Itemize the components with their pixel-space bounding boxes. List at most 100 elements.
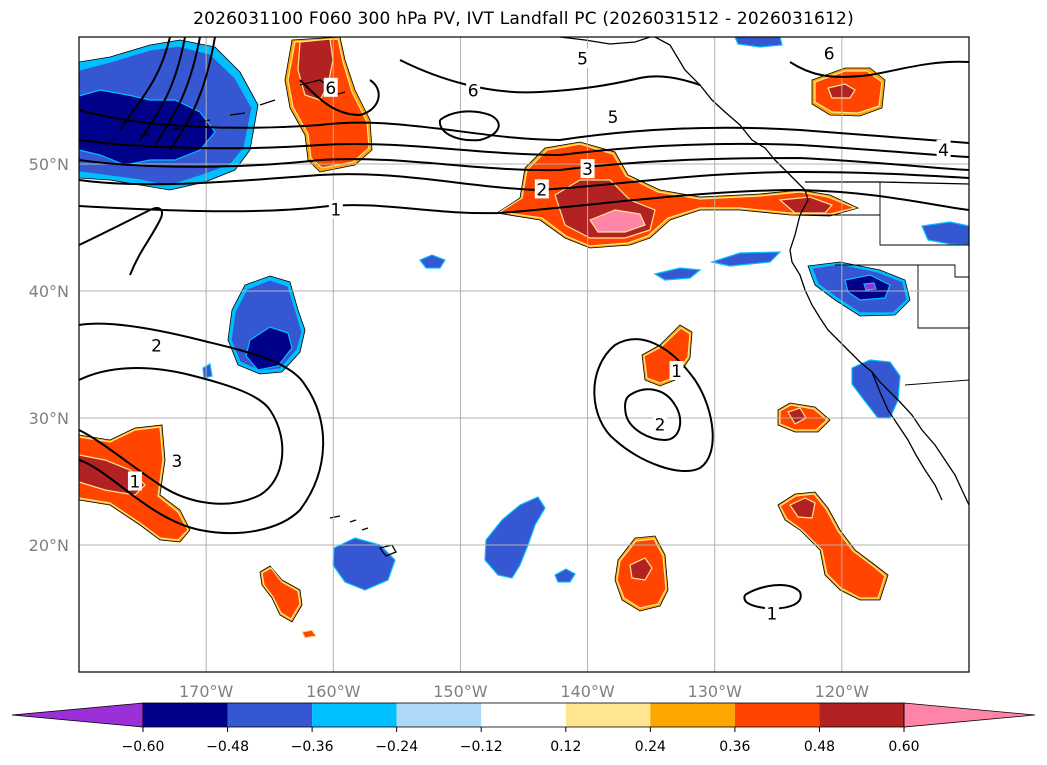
- colorbar-tick-label: 0.60: [888, 739, 919, 755]
- colorbar-segment: [227, 703, 313, 727]
- colorbar-segment: [734, 703, 820, 727]
- contour-label: 6: [824, 45, 835, 65]
- map-frame: [78, 36, 970, 673]
- border-us-canada: [805, 181, 969, 185]
- pos-anomaly-tiny: [301, 629, 318, 639]
- contour-label: 2: [655, 415, 666, 435]
- contour-5-wavy: [399, 59, 701, 94]
- negative-anomaly-regions: [79, 37, 969, 591]
- contour-label-bg: [653, 414, 668, 434]
- pos-anomaly-mexico-core: [789, 497, 816, 519]
- contour-6-north-gulf: [789, 60, 969, 78]
- colorbar-tick-label: 0.36: [719, 739, 750, 755]
- contour-label: 2: [536, 180, 547, 200]
- contour-label-bg: [534, 179, 549, 199]
- pos-anomaly-south-core: [629, 557, 653, 581]
- neg-anomaly-nw-corner: [921, 221, 969, 246]
- contour-label-bg: [149, 335, 164, 355]
- pos-anomaly-hawaii-sw-mid: [261, 567, 301, 620]
- latitude-tick-label: 50°N: [29, 155, 69, 174]
- contour-labels: 6 6 6 5 5 4 3 2 1 2 3 1 1 2 1: [127, 43, 951, 625]
- contour-label: 1: [130, 473, 141, 493]
- contour-6-closed-west: [438, 110, 500, 142]
- colorbar-segment: [819, 703, 904, 727]
- contour-1-closed-subtropic: [593, 338, 714, 473]
- contour-label: 5: [608, 108, 619, 128]
- pos-anomaly-mexico-mid: [779, 493, 886, 599]
- contour-label-bg: [822, 43, 837, 63]
- colorbar-segment: [481, 703, 566, 727]
- colorbar-tick-label: −0.60: [122, 739, 165, 755]
- contour-label-bg: [606, 107, 620, 127]
- contour-1-closed-south: [743, 584, 802, 610]
- contour-label: 6: [468, 81, 479, 101]
- colorbar-tick-label: 0.24: [635, 739, 666, 755]
- contour-4-northern: [79, 139, 969, 158]
- neg-anomaly-nevada-peak: [863, 282, 877, 291]
- gridlines: [79, 37, 969, 672]
- coast-baja-california: [871, 371, 943, 501]
- neg-anomaly-small-b: [554, 568, 576, 583]
- coast-alaska-south: [559, 37, 651, 45]
- contour-1-northern: [79, 188, 969, 215]
- neg-anomaly-north-tip: [734, 37, 783, 48]
- contour-label-bg: [669, 361, 684, 381]
- colorbar-segment: [396, 703, 482, 727]
- contour-label-bg: [764, 603, 779, 623]
- contour-label: 6: [325, 79, 336, 99]
- colorbar-segment: [565, 703, 651, 727]
- contour-1-outer-sw: [79, 207, 163, 276]
- neg-anomaly-central-core: [245, 326, 293, 371]
- contour-2-closed-sw: [79, 322, 325, 535]
- contour-2-closed-subtropic: [624, 388, 682, 442]
- colorbar-tick-label: −0.12: [460, 739, 503, 755]
- contour-label-bg: [328, 199, 343, 219]
- latitude-tick-label: 40°N: [29, 282, 69, 301]
- hawaii-islands: [329, 515, 397, 557]
- contour-6-north-strand: [299, 79, 380, 117]
- contour-label: 3: [171, 452, 182, 472]
- coast-north-america-west: [654, 37, 969, 506]
- coast-aleutians: [109, 79, 346, 141]
- contour-label: 2: [151, 337, 162, 357]
- colorbar: −0.60 −0.48 −0.36 −0.24 −0.12 0.12 0.24 0.36 0.4…: [11, 702, 1036, 755]
- neg-anomaly-aleutian-core: [79, 89, 216, 166]
- colorbar-tick-label: −0.24: [375, 739, 418, 755]
- contour-3-northern: [79, 156, 969, 172]
- coastlines: [109, 37, 969, 557]
- colorbar-segment: [650, 703, 735, 727]
- longitude-labels: 170°W 160°W 150°W 140°W 130°W 120°W: [179, 682, 869, 701]
- neg-anomaly-small-a: [419, 254, 446, 269]
- colorbar-tick-label: 0.12: [550, 739, 581, 755]
- neg-anomaly-baja: [851, 359, 901, 419]
- contour-label: 1: [767, 605, 778, 625]
- colorbar-segment: [143, 703, 228, 727]
- neg-anomaly-small-d: [709, 251, 782, 267]
- colorbar-outline: [142, 702, 905, 728]
- neg-anomaly-small-e: [202, 363, 213, 379]
- contour-northwest-stack: [119, 37, 216, 151]
- contour-label: 5: [577, 50, 588, 70]
- longitude-tick-label: 170°W: [179, 682, 234, 701]
- contour-3-closed-sw: [79, 367, 284, 505]
- pv-contours: [79, 37, 969, 610]
- contour-5-northern: [79, 109, 969, 144]
- contour-label: 1: [330, 201, 341, 221]
- colorbar-tick-label: −0.48: [206, 739, 249, 755]
- contour-label-bg: [127, 471, 142, 491]
- longitude-tick-label: 160°W: [306, 682, 361, 701]
- contour-label-bg: [575, 48, 590, 68]
- neg-anomaly-east-pacific: [484, 496, 546, 579]
- longitude-tick-label: 150°W: [433, 682, 488, 701]
- figure-title: 2026031100 F060 300 hPa PV, IVT Landfall…: [193, 9, 854, 29]
- contour-label: 3: [582, 160, 593, 180]
- colorbar-extend-min: [11, 702, 144, 728]
- colorbar-segment: [312, 703, 397, 727]
- pos-anomaly-jet-mid: [498, 143, 857, 247]
- contour-label: 4: [938, 141, 949, 161]
- contour-label-bg: [580, 159, 595, 179]
- contour-label-bg: [169, 451, 184, 471]
- latitude-tick-label: 20°N: [29, 536, 69, 555]
- neg-anomaly-small-c: [653, 267, 702, 281]
- contour-label: 1: [671, 362, 682, 382]
